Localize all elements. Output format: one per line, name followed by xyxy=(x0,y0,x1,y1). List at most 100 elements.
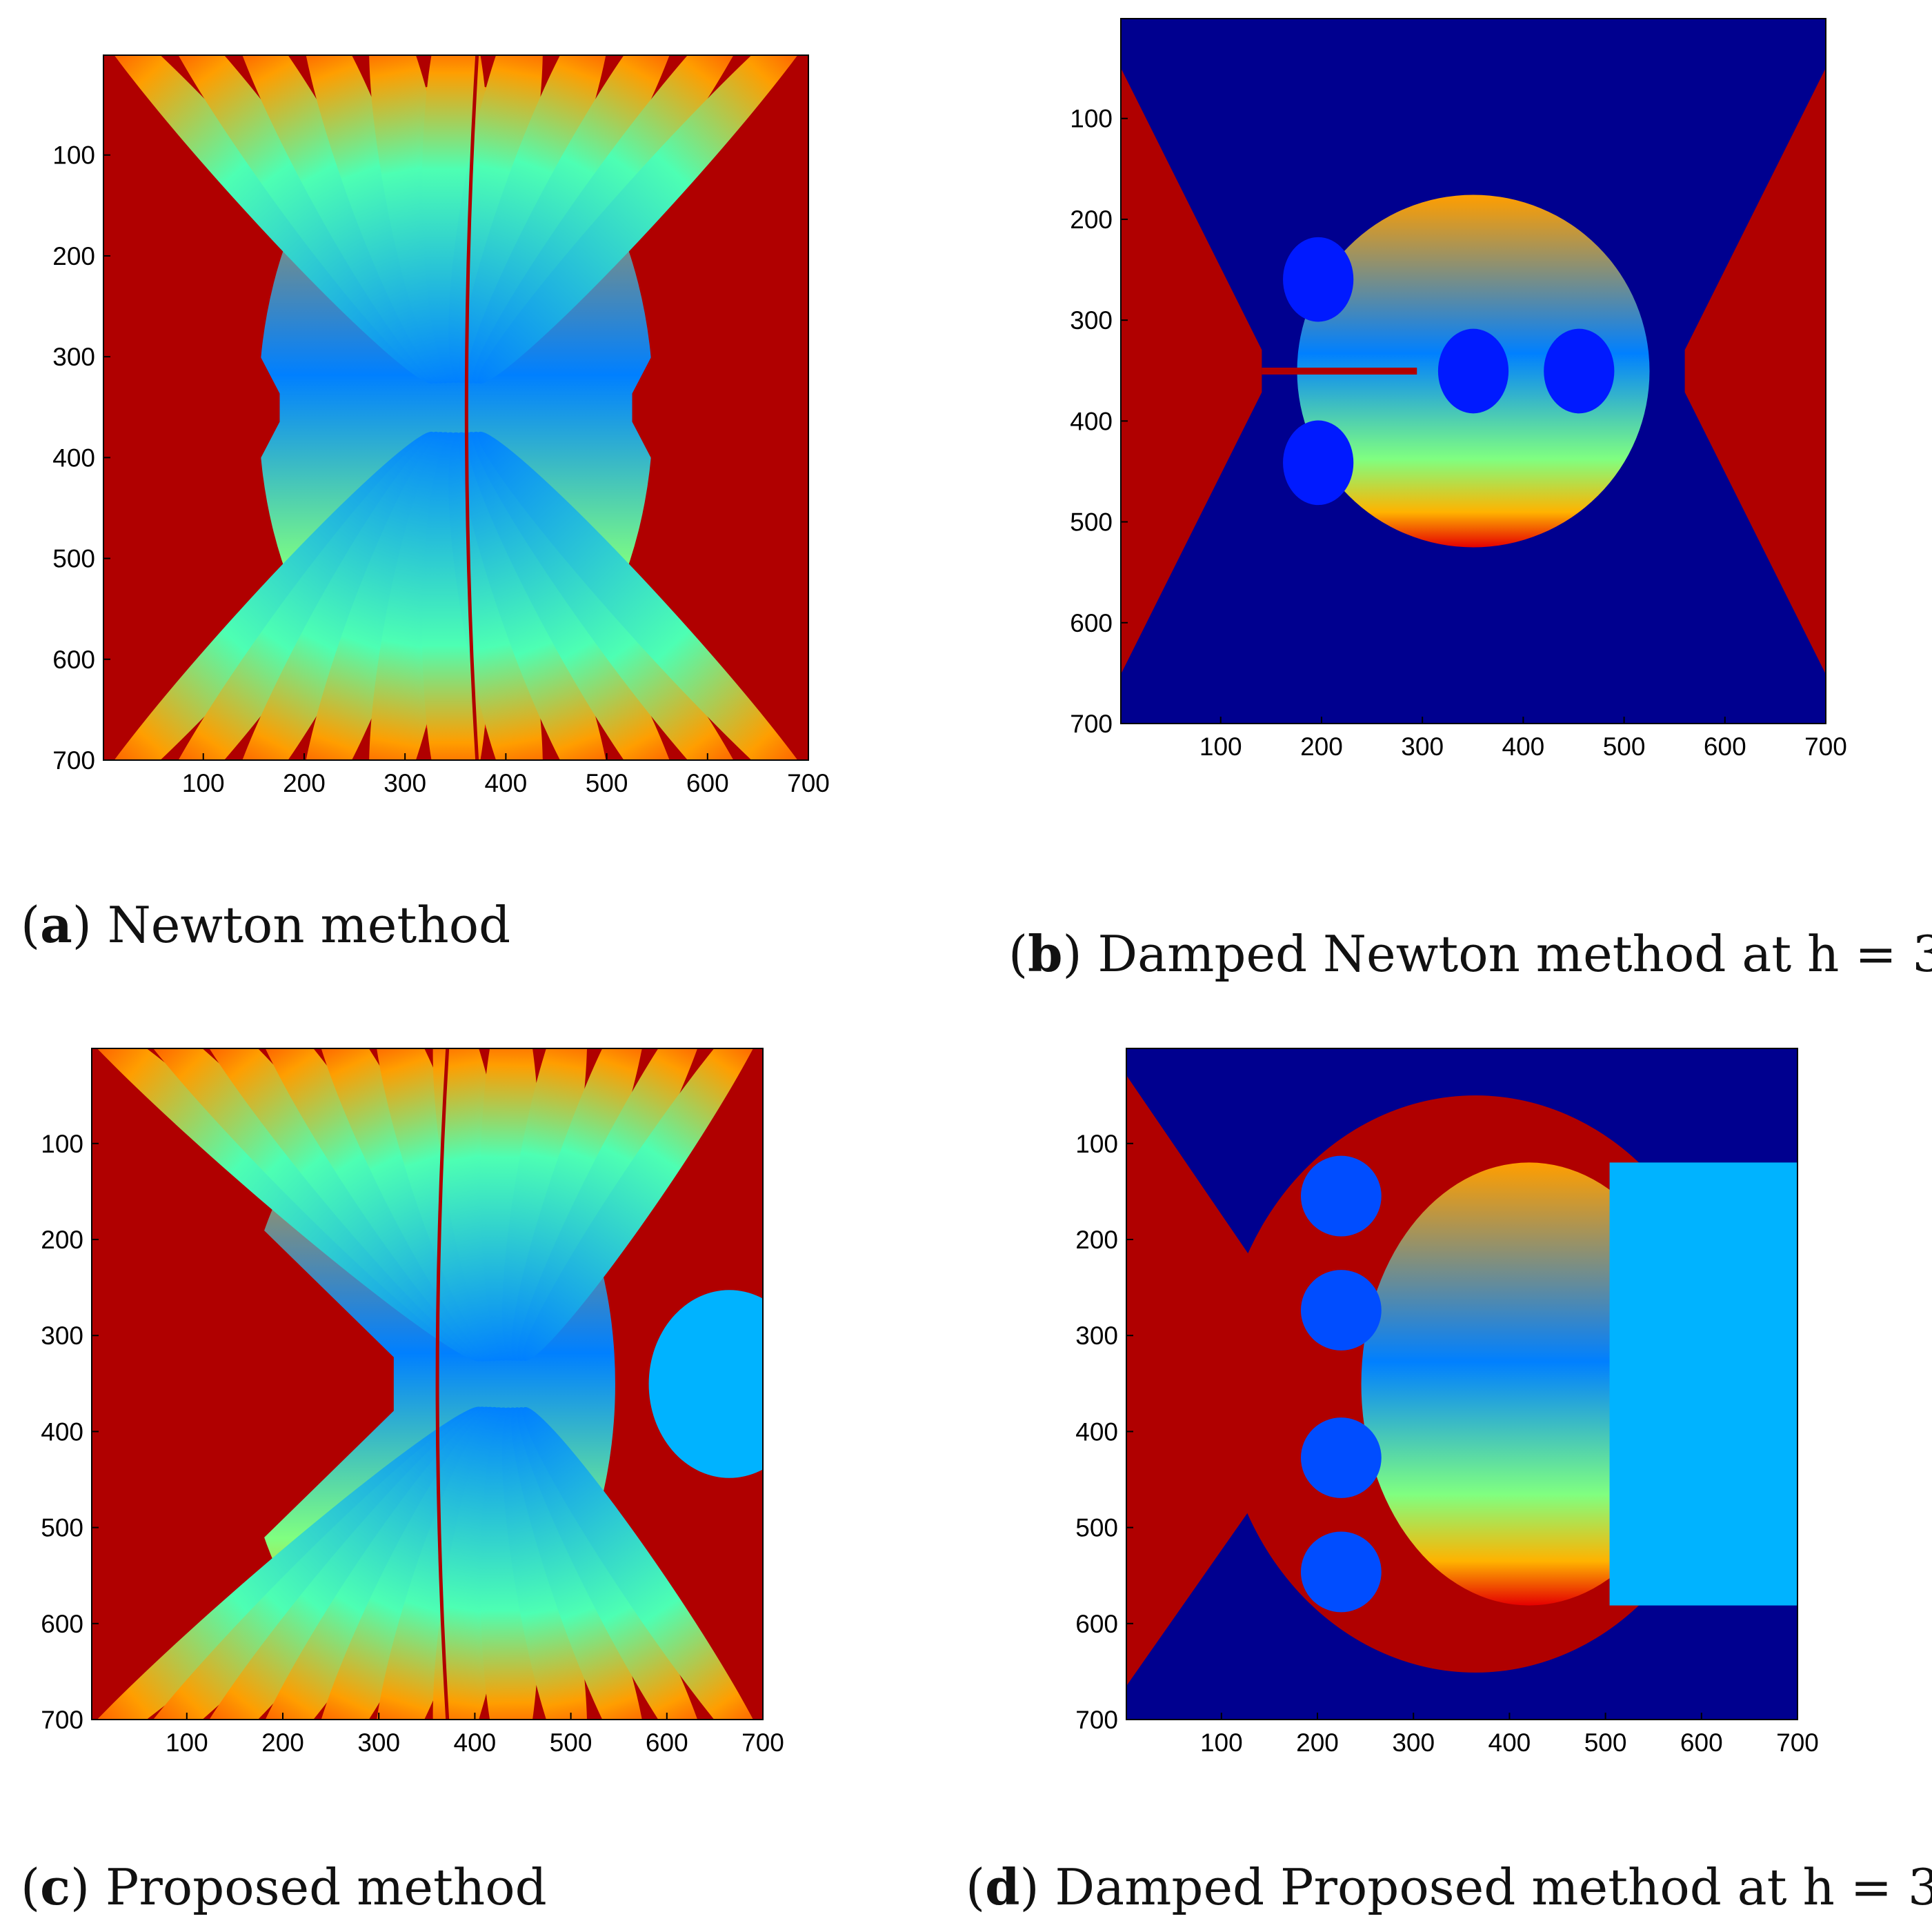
x-tick-label-d-3: 400 xyxy=(1488,1729,1531,1757)
y-tick-label-a-2: 300 xyxy=(52,343,95,371)
y-tick-label-d-5: 600 xyxy=(1075,1610,1118,1638)
x-tick-label-b-1: 200 xyxy=(1300,733,1343,761)
y-tick-label-b-5: 600 xyxy=(1070,609,1113,637)
basin-lobe-d-0 xyxy=(1300,1155,1382,1237)
y-tick-label-a-4: 500 xyxy=(52,545,95,573)
basin-wedge-right-b xyxy=(1684,68,1826,675)
x-tick-label-a-3: 400 xyxy=(485,769,528,797)
x-tick-label-a-4: 500 xyxy=(586,769,628,797)
basin-wedge-left-c xyxy=(92,1062,394,1706)
x-tick-label-c-2: 300 xyxy=(357,1729,400,1757)
x-tick-label-d-0: 100 xyxy=(1200,1729,1243,1757)
panel-d: 100 200 300 400 500 600 700 100 200 300 400 500 600 7… xyxy=(966,993,1932,1932)
x-tick-label-d-4: 500 xyxy=(1584,1729,1627,1757)
y-tick-label-b-3: 400 xyxy=(1070,407,1113,435)
plot-frame-d xyxy=(1126,1048,1798,1720)
x-tick-label-c-3: 400 xyxy=(454,1729,497,1757)
x-tick-label-d-5: 600 xyxy=(1680,1729,1723,1757)
caption-d-title: Damped Proposed method at h = 3/4 xyxy=(1055,1858,1932,1916)
caption-a-letter: a xyxy=(40,895,72,954)
caption-b: (b) Damped Newton method at h = 3/4 xyxy=(1008,924,1932,983)
y-tick-label-d-4: 500 xyxy=(1075,1514,1118,1542)
chart-c-plot: 100 200 300 400 500 600 700 100 200 300 400 500 600 7… xyxy=(41,1048,784,1757)
basin-lobe-d-3 xyxy=(1300,1531,1382,1613)
basin-attractor-b-1 xyxy=(1283,420,1354,506)
basin-petal-a-bottom-10 xyxy=(477,431,808,760)
x-tick-label-b-5: 600 xyxy=(1704,733,1746,761)
y-tick-label-c-1: 200 xyxy=(41,1226,83,1254)
chart-d-plot: 100 200 300 400 500 600 700 100 200 300 400 500 600 7… xyxy=(1075,1048,1819,1757)
basin-wedge-left-d xyxy=(1126,1075,1315,1686)
y-tick-label-c-6: 700 xyxy=(41,1706,83,1734)
basin-lobe-d-1 xyxy=(1300,1270,1382,1351)
x-tick-label-d-2: 300 xyxy=(1392,1729,1435,1757)
y-tick-label-d-1: 200 xyxy=(1075,1226,1118,1254)
panel-c: 100 200 300 400 500 600 700 100 200 300 400 500 600 7… xyxy=(0,993,966,1932)
plot-frame-c xyxy=(91,1048,764,1720)
caption-c-title: Proposed method xyxy=(105,1858,547,1916)
basin-wedge-right-a xyxy=(632,55,808,760)
basin-image-b xyxy=(1121,19,1826,724)
y-tick-label-d-3: 400 xyxy=(1075,1417,1118,1446)
x-tick-label-c-4: 500 xyxy=(550,1729,592,1757)
basin-attractor-b-2 xyxy=(1437,328,1509,414)
basin-attractor-b-0 xyxy=(1283,237,1354,322)
x-tick-label-b-4: 500 xyxy=(1603,733,1646,761)
y-tick-label-c-3: 400 xyxy=(41,1417,83,1446)
basin-image-d xyxy=(1126,1048,1797,1720)
y-tick-label-b-1: 200 xyxy=(1070,206,1113,234)
x-tick-label-a-5: 600 xyxy=(686,769,729,797)
basin-wedge-left-b xyxy=(1121,68,1262,675)
x-tick-label-d-6: 700 xyxy=(1776,1729,1819,1757)
y-tick-label-b-4: 500 xyxy=(1070,508,1113,537)
x-tick-label-c-6: 700 xyxy=(741,1729,784,1757)
caption-a: (a) Newton method xyxy=(21,895,511,954)
y-tick-label-c-4: 500 xyxy=(41,1514,83,1542)
y-tick-label-a-5: 600 xyxy=(52,646,95,674)
basin-wedge-left-a xyxy=(103,55,280,760)
y-tick-label-a-0: 100 xyxy=(52,141,95,170)
panel-a: 100 200 300 400 500 600 700 100 200 300 400 500 600 7… xyxy=(0,0,966,966)
chart-b-plot: 100 200 300 400 500 600 700 100 200 300 400 500 600 7… xyxy=(1070,18,1847,761)
x-tick-label-b-2: 300 xyxy=(1401,733,1444,761)
y-tick-label-d-6: 700 xyxy=(1075,1706,1118,1734)
x-tick-label-c-5: 600 xyxy=(646,1729,688,1757)
y-tick-label-b-6: 700 xyxy=(1070,710,1113,738)
basin-petal-c-bottom-11 xyxy=(522,1406,763,1720)
basin-petal-c-top-11 xyxy=(522,1048,763,1362)
y-tick-label-d-0: 100 xyxy=(1075,1130,1118,1158)
x-tick-label-a-1: 200 xyxy=(283,769,326,797)
x-tick-label-a-0: 100 xyxy=(182,769,225,797)
x-tick-label-c-0: 100 xyxy=(166,1729,208,1757)
caption-b-title: Damped Newton method at h = 3/4 xyxy=(1097,925,1932,983)
caption-d: (d) Damped Proposed method at h = 3/4 xyxy=(966,1858,1932,1916)
plot-frame-b xyxy=(1120,18,1826,724)
y-tick-label-c-2: 300 xyxy=(41,1322,83,1350)
y-tick-label-a-1: 200 xyxy=(52,242,95,270)
basin-image-a xyxy=(103,55,808,760)
y-tick-label-b-0: 100 xyxy=(1070,105,1113,133)
caption-c-letter: c xyxy=(40,1858,70,1916)
panel-b: 100 200 300 400 500 600 700 100 200 300 400 500 600 7… xyxy=(966,0,1932,983)
basin-petal-c-bottom-8 xyxy=(501,1407,588,1720)
x-tick-label-b-3: 400 xyxy=(1502,733,1545,761)
y-tick-label-a-6: 700 xyxy=(52,746,95,775)
x-tick-label-c-1: 200 xyxy=(261,1729,304,1757)
caption-d-letter: d xyxy=(985,1858,1020,1916)
basin-attractor-b-3 xyxy=(1544,328,1615,414)
caption-a-title: Newton method xyxy=(107,896,511,954)
basin-petal-a-top-10 xyxy=(477,55,808,384)
basin-petal-c-top-8 xyxy=(501,1048,588,1361)
y-tick-label-a-3: 400 xyxy=(52,444,95,472)
plot-frame-a xyxy=(103,54,809,761)
basin-filament-a xyxy=(464,55,479,760)
basin-petal-a-bottom-6 xyxy=(448,432,543,760)
basin-filament-c xyxy=(435,1048,450,1720)
x-tick-label-a-2: 300 xyxy=(384,769,426,797)
y-tick-label-b-2: 300 xyxy=(1070,306,1113,335)
x-tick-label-a-6: 700 xyxy=(787,769,830,797)
caption-c: (c) Proposed method xyxy=(21,1858,547,1916)
x-tick-label-d-1: 200 xyxy=(1296,1729,1339,1757)
x-tick-label-b-6: 700 xyxy=(1804,733,1847,761)
basin-petal-a-top-6 xyxy=(448,55,543,384)
